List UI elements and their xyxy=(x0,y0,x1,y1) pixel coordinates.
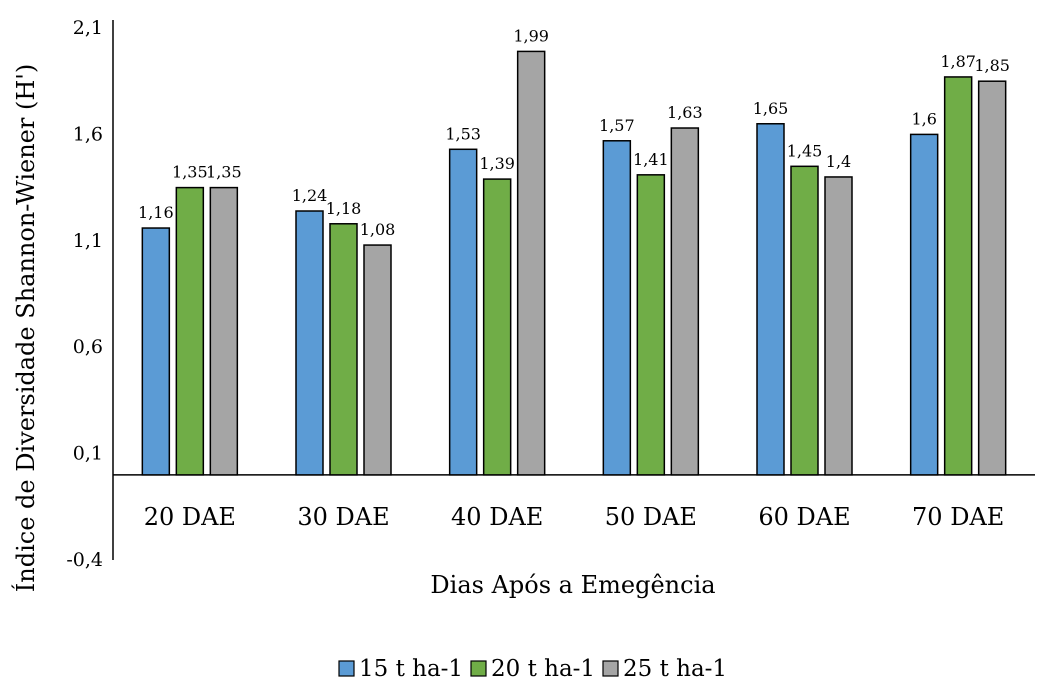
y-tick-label: 0,1 xyxy=(73,443,103,465)
x-axis-title: Dias Após a Emegência xyxy=(430,571,715,599)
bar xyxy=(363,244,392,476)
bar xyxy=(209,186,239,476)
x-tick-label: 50 DAE xyxy=(605,503,697,531)
bar xyxy=(482,178,512,476)
data-label: 1,53 xyxy=(445,124,481,143)
data-label: 1,16 xyxy=(138,203,174,222)
x-tick-label: 20 DAE xyxy=(144,503,236,531)
legend-label: 15 t ha-1 xyxy=(359,656,463,682)
bar xyxy=(756,123,785,476)
data-label: 1,35 xyxy=(172,163,208,182)
data-label: 1,63 xyxy=(667,103,703,122)
data-label: 1,39 xyxy=(479,154,515,173)
legend: 15 t ha-1 20 t ha-1 25 t ha-1 xyxy=(338,656,727,682)
bar xyxy=(329,223,358,476)
bar xyxy=(295,210,324,476)
bar xyxy=(141,227,171,476)
bar xyxy=(448,148,478,476)
data-label: 1,18 xyxy=(326,199,362,218)
y-axis-title: Índice de Diversidade Shannon-Wiener (H'… xyxy=(11,64,40,592)
bar xyxy=(636,174,666,476)
legend-swatch xyxy=(470,660,487,677)
data-label: 1,65 xyxy=(753,99,789,118)
data-label: 1,08 xyxy=(360,220,396,239)
y-tick-label: 1,6 xyxy=(73,123,103,145)
x-tick-label: 70 DAE xyxy=(912,503,1004,531)
legend-label: 20 t ha-1 xyxy=(491,656,595,682)
bar xyxy=(824,176,853,476)
bar xyxy=(516,50,546,476)
legend-swatch xyxy=(338,660,355,677)
data-label: 1,41 xyxy=(633,150,669,169)
data-label: 1,4 xyxy=(826,152,851,171)
x-tick-label: 30 DAE xyxy=(297,503,389,531)
bar xyxy=(175,186,205,476)
data-label: 1,35 xyxy=(206,163,242,182)
bar xyxy=(602,140,632,476)
y-tick-label: 1,1 xyxy=(73,230,103,252)
x-tick-label: 60 DAE xyxy=(758,503,850,531)
bar xyxy=(670,127,700,476)
y-tick-label: 2,1 xyxy=(73,17,103,39)
bar xyxy=(977,80,1007,476)
bar xyxy=(790,165,819,476)
data-label: 1,24 xyxy=(292,186,328,205)
bar xyxy=(943,76,973,476)
data-label: 1,57 xyxy=(599,116,635,135)
legend-swatch xyxy=(602,660,619,677)
x-tick-label: 40 DAE xyxy=(451,503,543,531)
data-label: 1,99 xyxy=(513,26,549,45)
data-label: 1,6 xyxy=(911,109,936,128)
y-tick-label: 0,6 xyxy=(73,336,103,358)
data-label: 1,87 xyxy=(940,52,976,71)
data-label: 1,85 xyxy=(974,56,1010,75)
plot-area: -0,4 0,1 0,6 1,1 1,6 2,1 1,16 1,351,35 20 DAE 1,2… xyxy=(66,17,1035,571)
data-label: 1,45 xyxy=(787,141,823,160)
bar xyxy=(909,133,939,476)
y-tick-label: -0,4 xyxy=(66,549,103,571)
legend-label: 25 t ha-1 xyxy=(623,656,727,682)
